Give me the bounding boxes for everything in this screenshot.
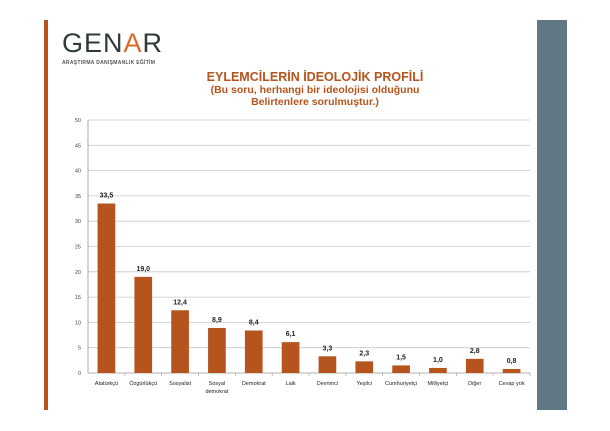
- logo-tagline: ARAŞTIRMA DANIŞMANLIK EĞİTİM: [62, 60, 156, 66]
- data-label: 6,1: [286, 331, 296, 338]
- x-tick-label: demokrat: [205, 389, 228, 395]
- data-label: 33,5: [100, 192, 114, 199]
- y-tick-label: 0: [78, 371, 81, 377]
- y-tick-label: 10: [75, 320, 81, 326]
- x-tick-label: Atatürkçü: [95, 381, 118, 387]
- chart-title-block: EYLEMCİLERİN İDEOLOJİK PROFİLİ (Bu soru,…: [150, 70, 480, 108]
- x-tick-label: Cumhuriyetçi: [385, 381, 417, 387]
- y-tick-label: 45: [75, 143, 81, 149]
- data-label: 3,3: [323, 345, 333, 352]
- x-tick-label: Demokrat: [242, 381, 266, 387]
- logo-text-end: R: [142, 28, 164, 58]
- bar: [318, 356, 337, 373]
- data-label: 0,8: [507, 358, 517, 365]
- data-label: 12,4: [173, 299, 187, 306]
- bar: [465, 358, 484, 373]
- x-tick-label: Milliyetçi: [428, 381, 449, 387]
- logo-text-accent: A: [123, 28, 143, 58]
- y-tick-label: 35: [75, 194, 81, 200]
- bar: [355, 361, 374, 373]
- x-tick-label: Sosyalist: [169, 381, 191, 387]
- y-tick-label: 40: [75, 169, 81, 175]
- chart-subtitle-2: Belirtenlere sorulmuştur.): [251, 96, 379, 108]
- y-tick-label: 30: [75, 219, 81, 225]
- chart-title: EYLEMCİLERİN İDEOLOJİK PROFİLİ: [206, 70, 424, 84]
- x-tick-label: Özgürlükçü: [129, 380, 157, 387]
- data-label: 1,0: [433, 357, 443, 364]
- data-label: 1,5: [396, 354, 406, 361]
- accent-bar: [44, 20, 48, 410]
- data-label: 8,4: [249, 319, 259, 326]
- data-label: 2,3: [359, 350, 369, 357]
- y-tick-label: 20: [75, 270, 81, 276]
- bar: [208, 327, 226, 373]
- bar: [97, 203, 116, 373]
- bar: [392, 365, 410, 373]
- bar: [502, 368, 521, 373]
- bar: [171, 310, 189, 373]
- data-label: 8,9: [212, 317, 222, 324]
- y-tick-label: 50: [75, 118, 81, 124]
- bar: [134, 276, 153, 373]
- x-tick-label: Sosyal: [209, 381, 226, 387]
- side-panel: [537, 20, 567, 410]
- chart-subtitle-1: (Bu soru, herhangi bir ideolojisi olduğu…: [210, 84, 420, 96]
- logo-text: GEN: [62, 28, 124, 58]
- bar: [281, 342, 300, 373]
- x-tick-label: Yeşilci: [357, 381, 372, 387]
- bar: [429, 367, 447, 373]
- y-tick-label: 25: [75, 245, 81, 251]
- y-tick-label: 15: [75, 295, 81, 301]
- x-tick-label: Cevap yok: [499, 381, 525, 387]
- y-tick-label: 5: [78, 346, 81, 352]
- x-tick-label: Diğer: [468, 381, 481, 387]
- data-label: 19,0: [136, 266, 150, 273]
- x-tick-label: Laik: [286, 381, 296, 387]
- genar-logo: GENAR ARAŞTIRMA DANIŞMANLIK EĞİTİM: [62, 28, 164, 67]
- data-label: 2,8: [470, 348, 480, 355]
- x-tick-label: Devrimci: [317, 381, 338, 387]
- bar: [244, 330, 263, 373]
